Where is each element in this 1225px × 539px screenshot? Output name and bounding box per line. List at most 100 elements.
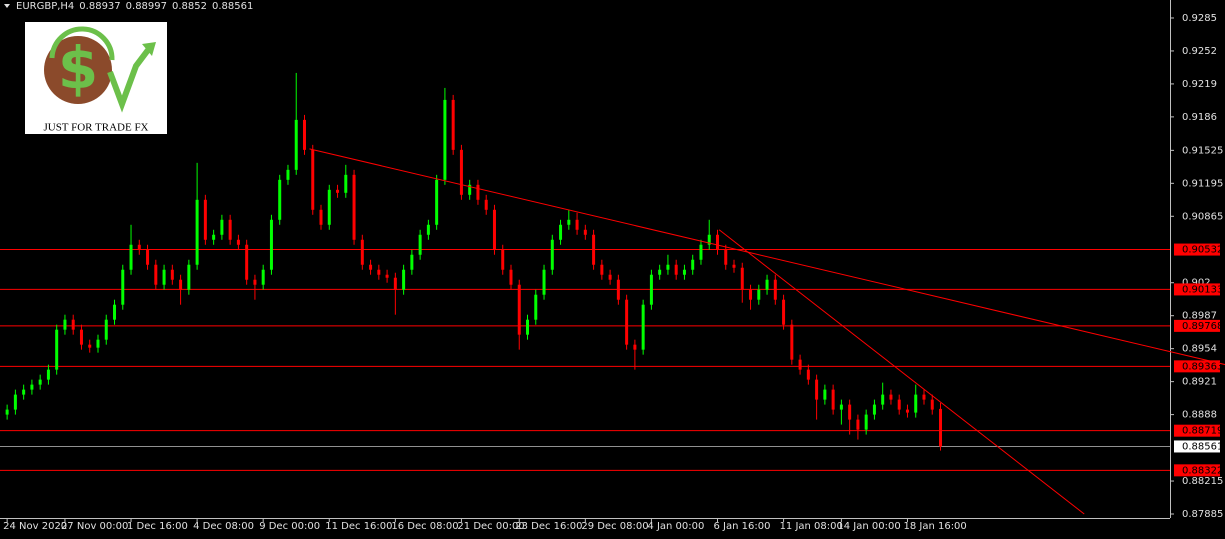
logo-arc xyxy=(49,26,115,61)
candle-body xyxy=(162,269,166,285)
candle-body xyxy=(740,267,744,290)
candle-body xyxy=(468,184,472,195)
candle-body xyxy=(806,369,810,380)
candle-body xyxy=(625,299,629,345)
candle-body xyxy=(575,219,579,230)
x-tick-label: 4 Jan 00:00 xyxy=(647,521,704,532)
candle-body xyxy=(418,234,422,255)
candle-body xyxy=(113,304,117,320)
candle-body xyxy=(278,179,282,220)
level-label-bg xyxy=(1174,243,1220,256)
candle-body xyxy=(583,229,587,235)
candle-body xyxy=(815,379,819,400)
candle-body xyxy=(88,344,92,348)
candle-body xyxy=(939,408,943,447)
level-label: 0.90133 xyxy=(1182,284,1223,295)
candle-body xyxy=(129,244,133,270)
trendline xyxy=(718,229,1085,515)
candle-body xyxy=(302,119,306,150)
candle-body xyxy=(592,234,596,265)
candle-body xyxy=(889,394,893,400)
candle-body xyxy=(526,319,530,335)
candle-body xyxy=(641,304,645,350)
candle-body xyxy=(922,394,926,400)
candle-body xyxy=(715,234,719,250)
candle-body xyxy=(71,319,75,330)
candle-body xyxy=(269,219,273,270)
y-tick-label: 0.9219 xyxy=(1182,79,1217,90)
level-label-bg xyxy=(1174,360,1220,373)
candle-body xyxy=(823,389,827,400)
symbol: EURGBP,H4 xyxy=(16,1,74,12)
candle-body xyxy=(484,199,488,210)
candle-body xyxy=(897,399,901,410)
candle-body xyxy=(402,269,406,290)
candle-body xyxy=(336,189,340,193)
candle-body xyxy=(154,264,158,285)
candle-body xyxy=(46,369,50,380)
candle-body xyxy=(236,239,240,245)
candle-body xyxy=(30,384,34,390)
candle-body xyxy=(435,179,439,225)
y-tick-label: 0.91195 xyxy=(1182,178,1223,189)
logo-dollar: $ xyxy=(58,34,98,102)
candle-body xyxy=(872,404,876,415)
candle-body xyxy=(790,324,794,360)
x-tick-label: 6 Jan 16:00 xyxy=(713,521,770,532)
y-tick-label: 0.91525 xyxy=(1182,145,1223,156)
candle-body xyxy=(848,404,852,420)
candle-body xyxy=(13,394,17,410)
x-tick-label: 29 Dec 08:00 xyxy=(581,521,648,532)
logo-text: JUST FOR TRADE FX xyxy=(43,122,148,134)
y-tick-label: 0.902 xyxy=(1182,278,1211,289)
candle-body xyxy=(212,234,216,240)
candle-body xyxy=(410,254,414,270)
candle-body xyxy=(534,294,538,320)
candle-body xyxy=(195,199,199,265)
low-value: 0.8852 xyxy=(172,1,207,12)
candle-body xyxy=(294,119,298,170)
candle-body xyxy=(765,279,769,290)
candle-body xyxy=(691,259,695,270)
candle-body xyxy=(682,269,686,275)
candle-body xyxy=(707,234,711,245)
plot-area: 0.9285 0.9252 0.9219 0.9186 0.91525 0.91195 0.… xyxy=(0,13,1225,532)
candle-body xyxy=(633,344,637,350)
candle-body xyxy=(501,249,505,270)
y-tick-label: 0.8921 xyxy=(1182,377,1217,388)
candle-body xyxy=(187,264,191,290)
logo-arrow xyxy=(107,48,151,113)
y-tick-label: 0.8888 xyxy=(1182,410,1217,421)
candle-body xyxy=(749,289,753,300)
candle-body xyxy=(426,224,430,235)
candle-body xyxy=(608,274,612,280)
x-tick-label: 1 Dec 16:00 xyxy=(127,521,188,532)
x-tick-label: 4 Dec 08:00 xyxy=(193,521,254,532)
open-value: 0.88937 xyxy=(79,1,120,12)
candle-body xyxy=(319,209,323,225)
y-tick-label: 0.90865 xyxy=(1182,211,1223,222)
candle-body xyxy=(658,269,662,275)
x-tick-label: 11 Dec 16:00 xyxy=(325,521,392,532)
candle-body xyxy=(831,389,835,410)
x-tick-label: 27 Nov 00:00 xyxy=(61,521,128,532)
candle-body xyxy=(773,279,777,300)
x-tick-label: 9 Dec 00:00 xyxy=(259,521,320,532)
candle-body xyxy=(228,219,232,240)
chart-header: EURGBP,H4 0.88937 0.88997 0.8852 0.88561 xyxy=(16,1,253,12)
x-tick-label: 21 Dec 00:00 xyxy=(457,521,524,532)
candle-body xyxy=(459,149,463,195)
candle-body xyxy=(699,244,703,260)
candle-body xyxy=(360,239,364,265)
close-value: 0.88561 xyxy=(212,1,253,12)
level-label: 0.89768 xyxy=(1182,321,1223,332)
candle-body xyxy=(261,269,265,285)
x-tick-label: 23 Dec 16:00 xyxy=(515,521,582,532)
level-label-bg xyxy=(1174,464,1220,477)
candle-body xyxy=(492,209,496,250)
candle-body xyxy=(146,249,150,265)
candle-body xyxy=(344,174,348,193)
level-label-bg xyxy=(1174,319,1220,332)
x-tick-label: 16 Dec 08:00 xyxy=(391,521,458,532)
candle-body xyxy=(914,394,918,413)
